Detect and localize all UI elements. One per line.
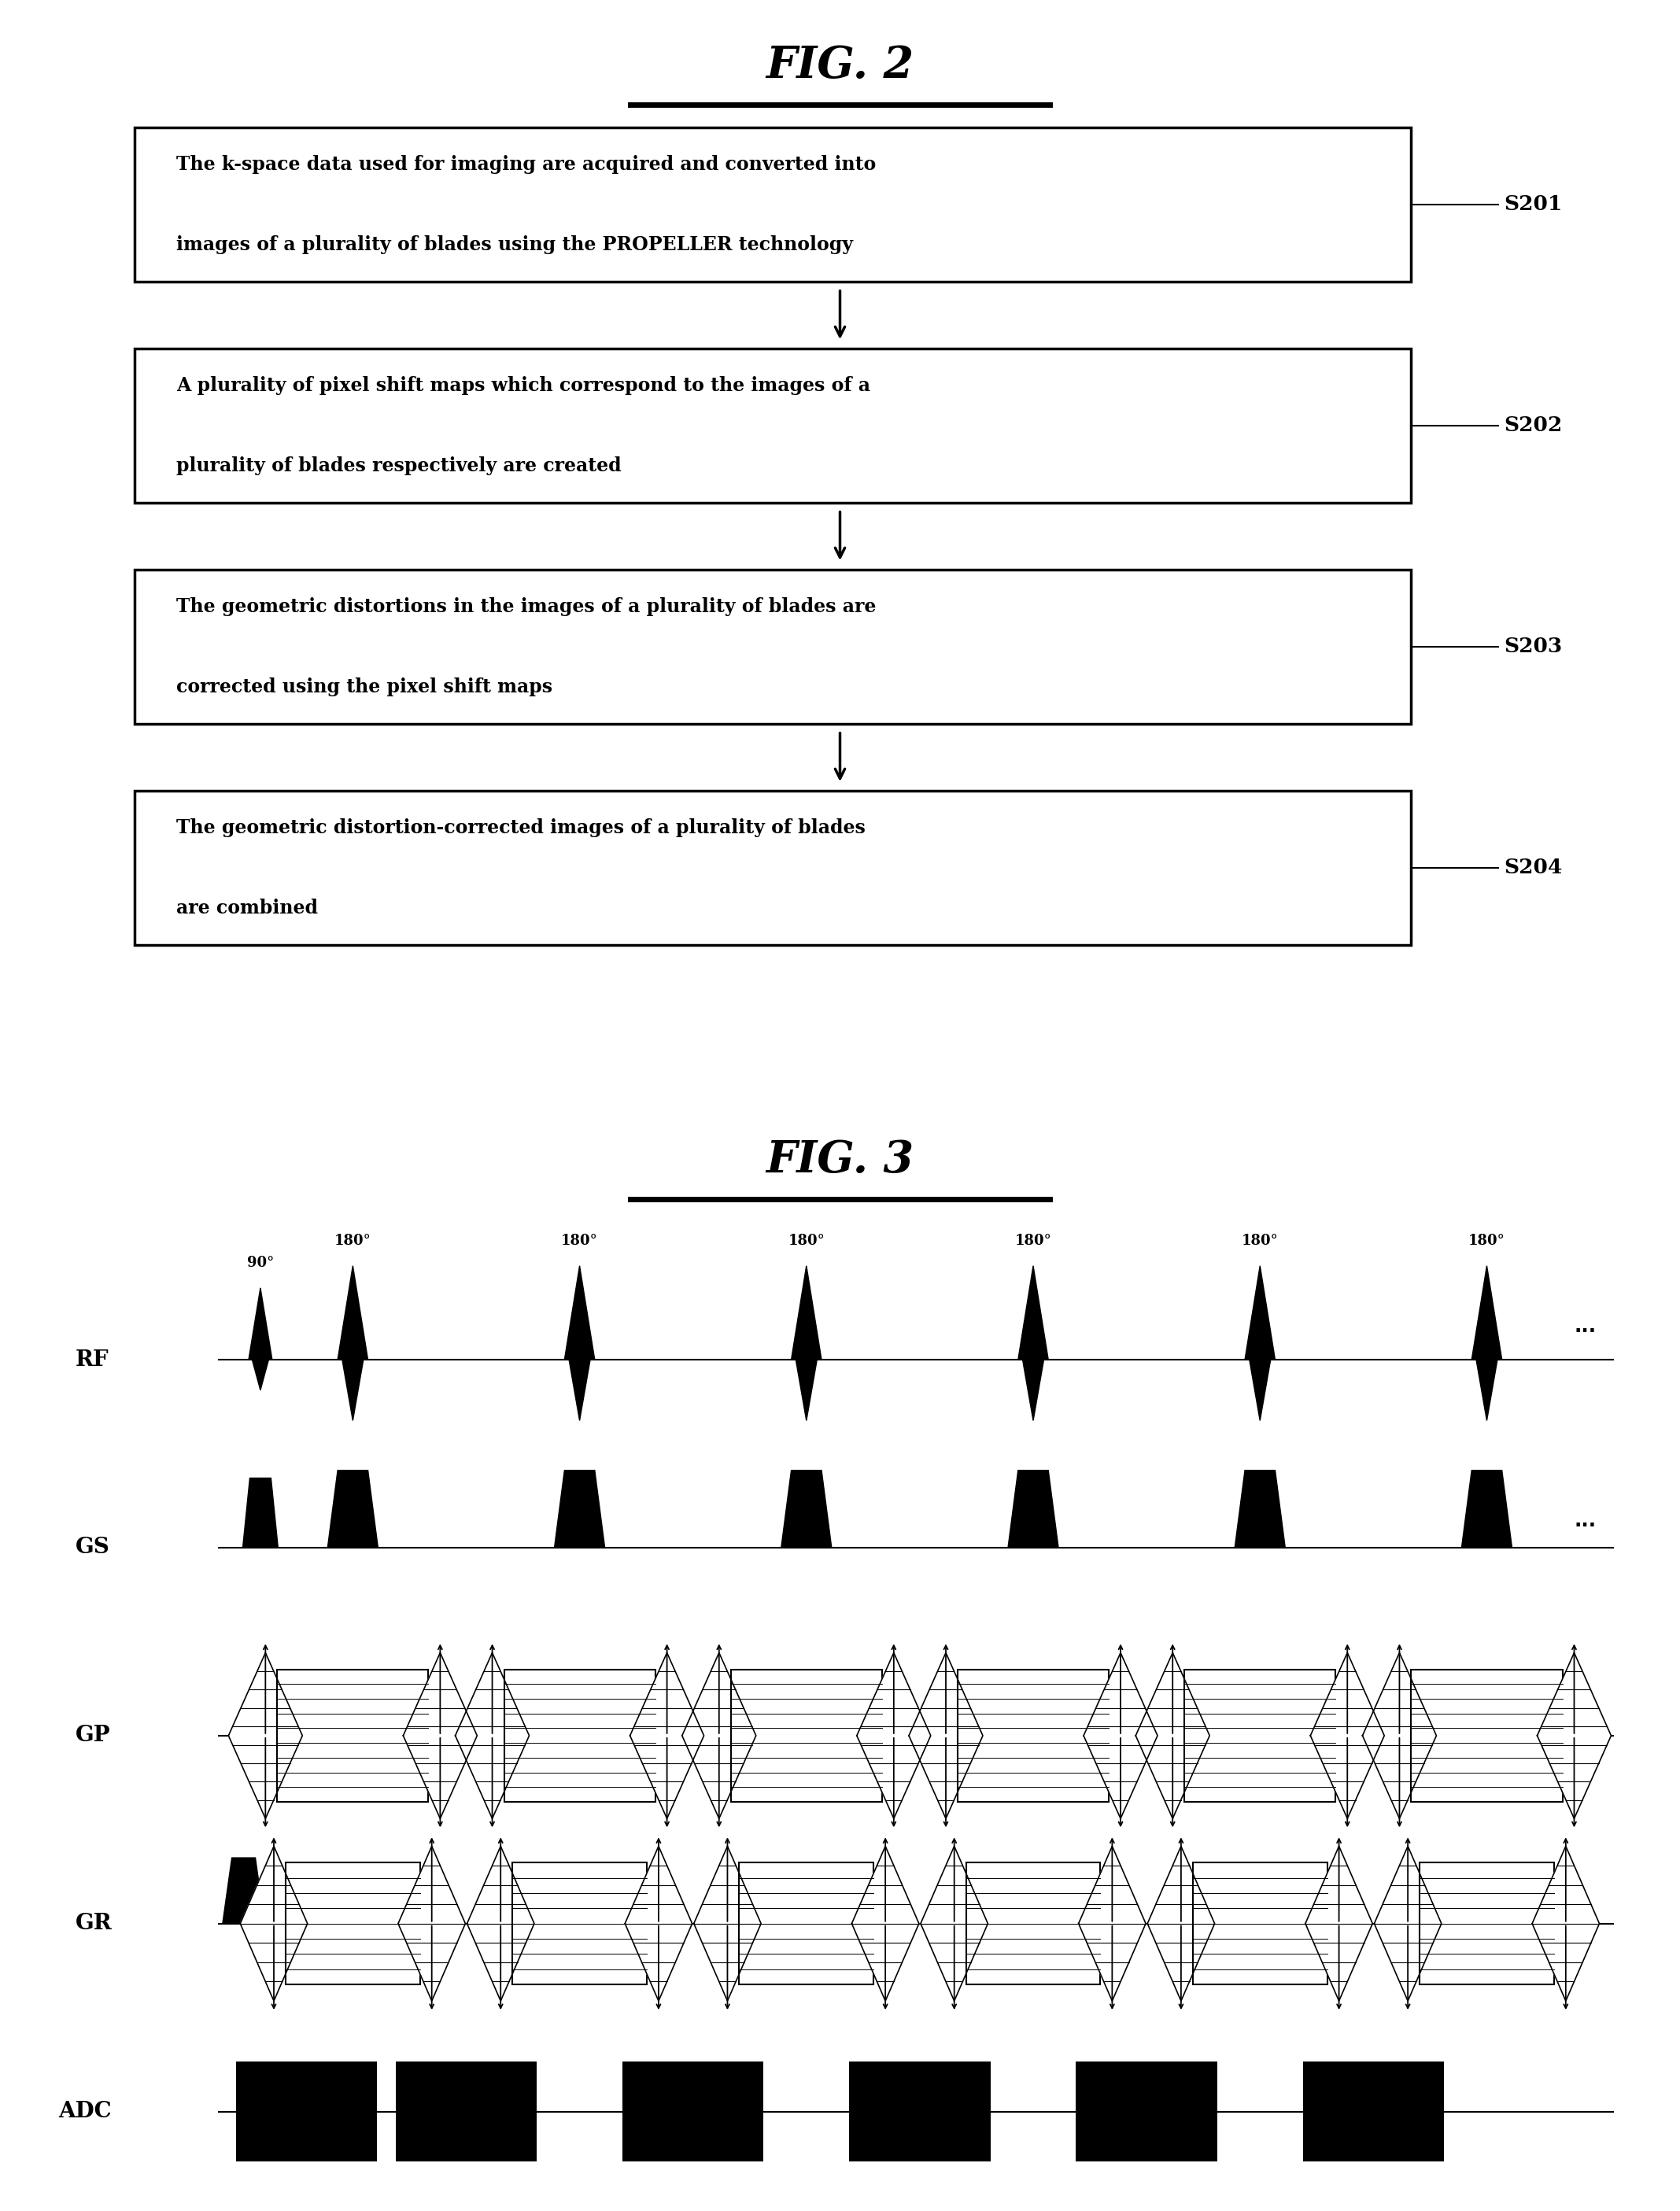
Bar	[1075, 2061, 1216, 2162]
Polygon shape	[1147, 1846, 1215, 2001]
Bar	[134, 126, 1411, 281]
Bar	[395, 2061, 536, 2162]
Polygon shape	[398, 1846, 465, 2001]
Text: 180°: 180°	[1242, 1234, 1278, 1247]
Bar	[966, 1862, 1100, 1985]
Polygon shape	[630, 1654, 704, 1817]
Text: S202: S202	[1504, 416, 1562, 436]
Text: FIG. 3: FIG. 3	[766, 1139, 914, 1183]
Text: S201: S201	[1504, 195, 1562, 214]
Text: 180°: 180°	[561, 1234, 598, 1247]
Polygon shape	[343, 1360, 363, 1422]
Bar	[286, 1862, 420, 1985]
Text: A plurality of pixel shift maps which correspond to the images of a: A plurality of pixel shift maps which co…	[176, 376, 870, 396]
Polygon shape	[1084, 1654, 1158, 1817]
Polygon shape	[1250, 1360, 1270, 1422]
Polygon shape	[570, 1360, 590, 1422]
Bar	[134, 789, 1411, 944]
Polygon shape	[338, 1265, 368, 1360]
Polygon shape	[852, 1846, 919, 2001]
Polygon shape	[252, 1360, 269, 1391]
Polygon shape	[403, 1654, 477, 1817]
Polygon shape	[1235, 1470, 1285, 1548]
Text: GR: GR	[76, 1913, 113, 1935]
Text: corrected using the pixel shift maps: corrected using the pixel shift maps	[176, 677, 553, 696]
Polygon shape	[242, 1477, 279, 1548]
Text: are combined: are combined	[176, 898, 318, 918]
Polygon shape	[222, 1857, 265, 1924]
Polygon shape	[1532, 1846, 1599, 2001]
Text: The geometric distortion-corrected images of a plurality of blades: The geometric distortion-corrected image…	[176, 818, 865, 838]
Bar	[504, 1669, 655, 1802]
Bar	[1193, 1862, 1327, 1985]
Bar	[848, 2061, 990, 2162]
Bar	[1304, 2061, 1443, 2162]
Polygon shape	[1136, 1654, 1210, 1817]
Polygon shape	[1008, 1470, 1058, 1548]
Bar	[1184, 1669, 1336, 1802]
Text: plurality of blades respectively are created: plurality of blades respectively are cre…	[176, 455, 622, 475]
Bar	[958, 1669, 1109, 1802]
Text: 180°: 180°	[1468, 1234, 1505, 1247]
Polygon shape	[1023, 1360, 1043, 1422]
Polygon shape	[328, 1470, 378, 1548]
Polygon shape	[1018, 1265, 1048, 1360]
Text: FIG. 2: FIG. 2	[766, 44, 914, 88]
Polygon shape	[1079, 1846, 1146, 2001]
Polygon shape	[1477, 1360, 1497, 1422]
Polygon shape	[909, 1654, 983, 1817]
Bar	[622, 2061, 763, 2162]
Text: 180°: 180°	[1015, 1234, 1052, 1247]
Text: 180°: 180°	[334, 1234, 371, 1247]
Polygon shape	[781, 1470, 832, 1548]
Polygon shape	[564, 1265, 595, 1360]
Bar	[1411, 1669, 1562, 1802]
Polygon shape	[1374, 1846, 1441, 2001]
Polygon shape	[1310, 1654, 1384, 1817]
Polygon shape	[1462, 1470, 1512, 1548]
Text: 90°: 90°	[247, 1256, 274, 1269]
Text: GS: GS	[76, 1537, 109, 1559]
Polygon shape	[467, 1846, 534, 2001]
Polygon shape	[791, 1265, 822, 1360]
Polygon shape	[228, 1654, 302, 1817]
Text: S204: S204	[1504, 858, 1562, 878]
Text: GP: GP	[76, 1725, 111, 1747]
Polygon shape	[240, 1846, 307, 2001]
Polygon shape	[682, 1654, 756, 1817]
Polygon shape	[1305, 1846, 1373, 2001]
Text: The k-space data used for imaging are acquired and converted into: The k-space data used for imaging are ac…	[176, 155, 877, 175]
Polygon shape	[554, 1470, 605, 1548]
Bar	[235, 2061, 376, 2162]
Polygon shape	[1362, 1654, 1436, 1817]
Text: ...: ...	[1574, 1512, 1596, 1530]
Bar	[739, 1862, 874, 1985]
Bar	[731, 1669, 882, 1802]
Text: S203: S203	[1504, 637, 1562, 657]
Polygon shape	[1245, 1265, 1275, 1360]
Polygon shape	[625, 1846, 692, 2001]
Text: images of a plurality of blades using the PROPELLER technology: images of a plurality of blades using th…	[176, 234, 853, 254]
Polygon shape	[921, 1846, 988, 2001]
Bar	[134, 570, 1411, 725]
Bar	[277, 1669, 428, 1802]
Bar	[512, 1862, 647, 1985]
Bar	[134, 347, 1411, 502]
Polygon shape	[857, 1654, 931, 1817]
Polygon shape	[796, 1360, 816, 1422]
Polygon shape	[1537, 1654, 1611, 1817]
Polygon shape	[694, 1846, 761, 2001]
Text: ADC: ADC	[59, 2100, 113, 2123]
Text: 180°: 180°	[788, 1234, 825, 1247]
Text: The geometric distortions in the images of a plurality of blades are: The geometric distortions in the images …	[176, 597, 877, 617]
Text: ...: ...	[1574, 1318, 1596, 1335]
Polygon shape	[1472, 1265, 1502, 1360]
Text: RF: RF	[76, 1349, 109, 1371]
Polygon shape	[455, 1654, 529, 1817]
Polygon shape	[249, 1287, 272, 1360]
Bar	[1420, 1862, 1554, 1985]
